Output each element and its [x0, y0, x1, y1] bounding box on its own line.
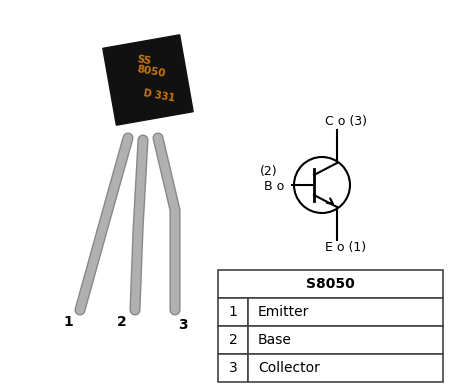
Text: 2: 2 [117, 315, 127, 329]
Text: Base: Base [258, 333, 292, 347]
Bar [218, 270, 443, 298]
Text: SS: SS [136, 54, 152, 66]
Text: D 331: D 331 [143, 88, 176, 104]
Text: 3: 3 [229, 361, 238, 375]
Bar [248, 354, 443, 382]
Text: E o (1): E o (1) [325, 242, 366, 255]
Text: 8050: 8050 [136, 65, 166, 79]
Text: S8050: S8050 [306, 277, 355, 291]
Bar [218, 354, 248, 382]
Text: 3: 3 [178, 318, 188, 332]
Bar [218, 298, 248, 326]
Polygon shape [103, 35, 193, 125]
Bar [248, 326, 443, 354]
Text: B o: B o [264, 179, 284, 192]
Text: 2: 2 [229, 333, 238, 347]
Bar [218, 326, 248, 354]
Text: Emitter: Emitter [258, 305, 310, 319]
Text: 1: 1 [63, 315, 73, 329]
Text: C o (3): C o (3) [325, 115, 367, 129]
Text: 1: 1 [229, 305, 238, 319]
Bar [248, 298, 443, 326]
Text: (2): (2) [260, 165, 278, 179]
Text: Collector: Collector [258, 361, 320, 375]
